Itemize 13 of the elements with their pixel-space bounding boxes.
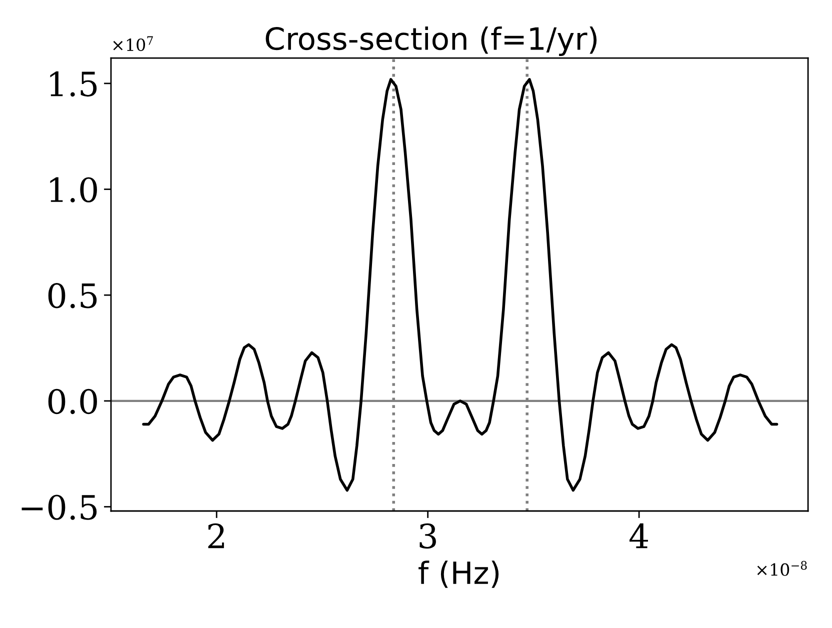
x-tick-label: 4 <box>629 523 648 548</box>
text: ×10$^{7}$ <box>113 36 153 52</box>
x-axis-title: f (Hz) <box>418 560 499 588</box>
y-tick-label: −0.5 <box>22 494 97 520</box>
y-tick-label: 0.0 <box>48 388 97 414</box>
x-tick-label: 2 <box>208 523 224 548</box>
line-series <box>142 78 778 492</box>
y-tick-label: 1.0 <box>50 177 97 202</box>
x-tick-label: 3 <box>420 523 436 549</box>
text: ×10$^{−8}$ <box>757 560 807 576</box>
y-tick-label: 1.5 <box>50 71 97 97</box>
chart-title: Cross-section (f=1/yr) <box>266 26 597 56</box>
y-tick-label: 0.5 <box>48 283 97 308</box>
